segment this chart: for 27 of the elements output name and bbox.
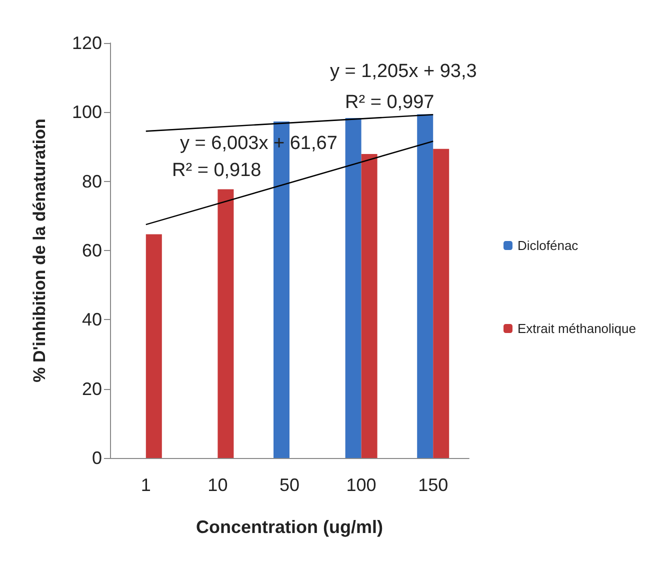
bar [417,114,434,458]
y-tick-label: 40 [82,310,102,330]
legend-label: Extrait méthanolique [517,321,636,336]
bar [361,154,378,458]
annotation: R² = 0,997 [345,92,434,113]
x-tick-label: 150 [418,475,448,495]
y-tick-label: 80 [82,171,102,192]
x-tick-label: 1 [140,475,151,495]
x-tick-label: 50 [279,475,300,495]
annotation: R² = 0,918 [172,160,262,181]
bar [433,148,450,458]
y-tick-label: 60 [82,240,102,260]
y-tick-label: 120 [72,33,102,53]
x-tick-label: 100 [346,475,376,495]
y-tick-label: 0 [92,448,102,468]
x-axis-title: Concentration (ug/ml) [196,517,383,537]
annotation: y = 6,003x + 61,67 [180,133,338,154]
y-tick-label: 20 [82,378,102,399]
bar [146,234,162,458]
bar [218,189,234,458]
y-axis-title: % D'inhibition de la dénaturation [30,118,49,382]
legend-label: Diclofénac [517,238,579,253]
annotation: y = 1,205x + 93,3 [330,61,477,82]
bar [274,122,290,458]
bar [345,118,362,458]
y-tick-label: 100 [72,102,102,122]
x-tick-label: 10 [208,475,228,495]
